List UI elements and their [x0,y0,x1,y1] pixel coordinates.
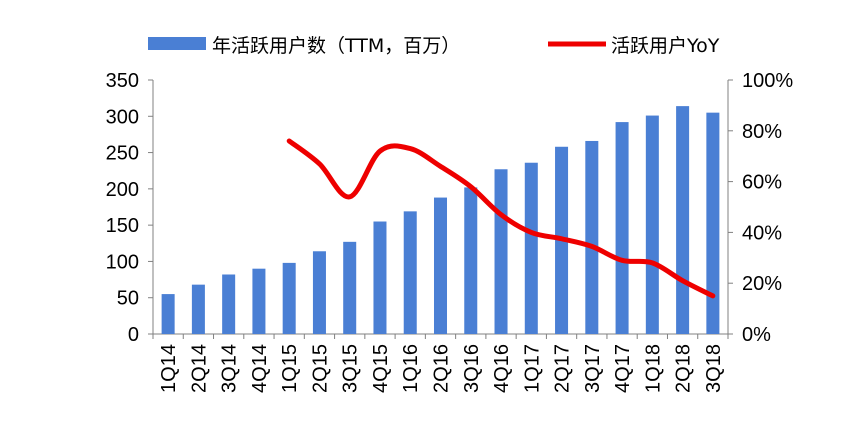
x-tick-label: 2Q16 [431,344,453,393]
x-tick-label: 4Q15 [370,344,392,393]
bar [252,268,266,334]
x-tick-label: 1Q18 [642,344,664,393]
x-tick-label: 2Q14 [188,344,210,393]
x-tick-label: 1Q17 [521,344,543,393]
legend-swatch-bar [148,37,206,50]
y-right-tick-label: 100% [742,70,793,92]
legend-label-bar: 年活跃用户数（TTM，百万） [212,35,460,57]
x-tick-label: 2Q17 [552,344,574,393]
bar [312,251,326,334]
bar [706,112,720,335]
x-tick-label: 3Q18 [703,344,725,393]
bar [373,221,387,334]
y-left-tick-label: 0 [128,324,139,346]
bar [403,211,417,334]
x-tick-label: 3Q16 [461,344,483,393]
legend-label-line: 活跃用户YoY [611,35,720,57]
bar [282,262,296,334]
y-right-tick-label: 60% [742,172,782,194]
bar [343,241,357,334]
x-tick-label: 4Q17 [612,344,634,393]
y-left-tick-label: 150 [106,215,139,237]
bar-series [161,106,720,335]
x-tick-label: 2Q18 [673,344,695,393]
y-left-tick-label: 250 [106,143,139,165]
bar [494,169,508,334]
y-left-tick-label: 100 [106,251,139,273]
bar [191,284,205,334]
x-tick-label: 1Q15 [279,344,301,393]
x-tick-label: 1Q14 [158,344,180,393]
bar [433,197,448,334]
bar [615,122,629,334]
bar [676,106,690,334]
bar [464,187,478,334]
bar [645,115,659,334]
x-tick-label: 1Q16 [400,344,422,393]
bar [585,140,599,334]
y-left-tick-label: 50 [117,288,139,310]
line-series [286,138,716,299]
x-tick-label: 3Q17 [582,344,604,393]
y-left-tick-label: 350 [106,70,139,92]
y-right-tick-label: 20% [742,273,782,295]
y-left-tick-label: 300 [106,106,139,128]
yoy-line [286,138,716,299]
y-left-tick-label: 200 [106,179,139,201]
bar [222,274,236,334]
y-right-tick-label: 40% [742,222,782,244]
tick-labels: 0 50 100 150 200 250 300 350 0% 20% 40% 60% 80% 100% 1… [106,70,794,393]
bar [161,294,175,334]
x-tick-label: 3Q14 [219,344,241,393]
y-right-tick-label: 0% [742,324,771,346]
x-tick-label: 3Q15 [340,344,362,393]
legend: 年活跃用户数（TTM，百万） 活跃用户YoY [148,35,720,57]
bar [524,162,538,334]
y-right-tick-label: 80% [742,121,782,143]
x-tick-label: 4Q14 [249,344,271,393]
x-tick-label: 2Q15 [309,344,331,393]
x-tick-label: 4Q16 [491,344,513,393]
